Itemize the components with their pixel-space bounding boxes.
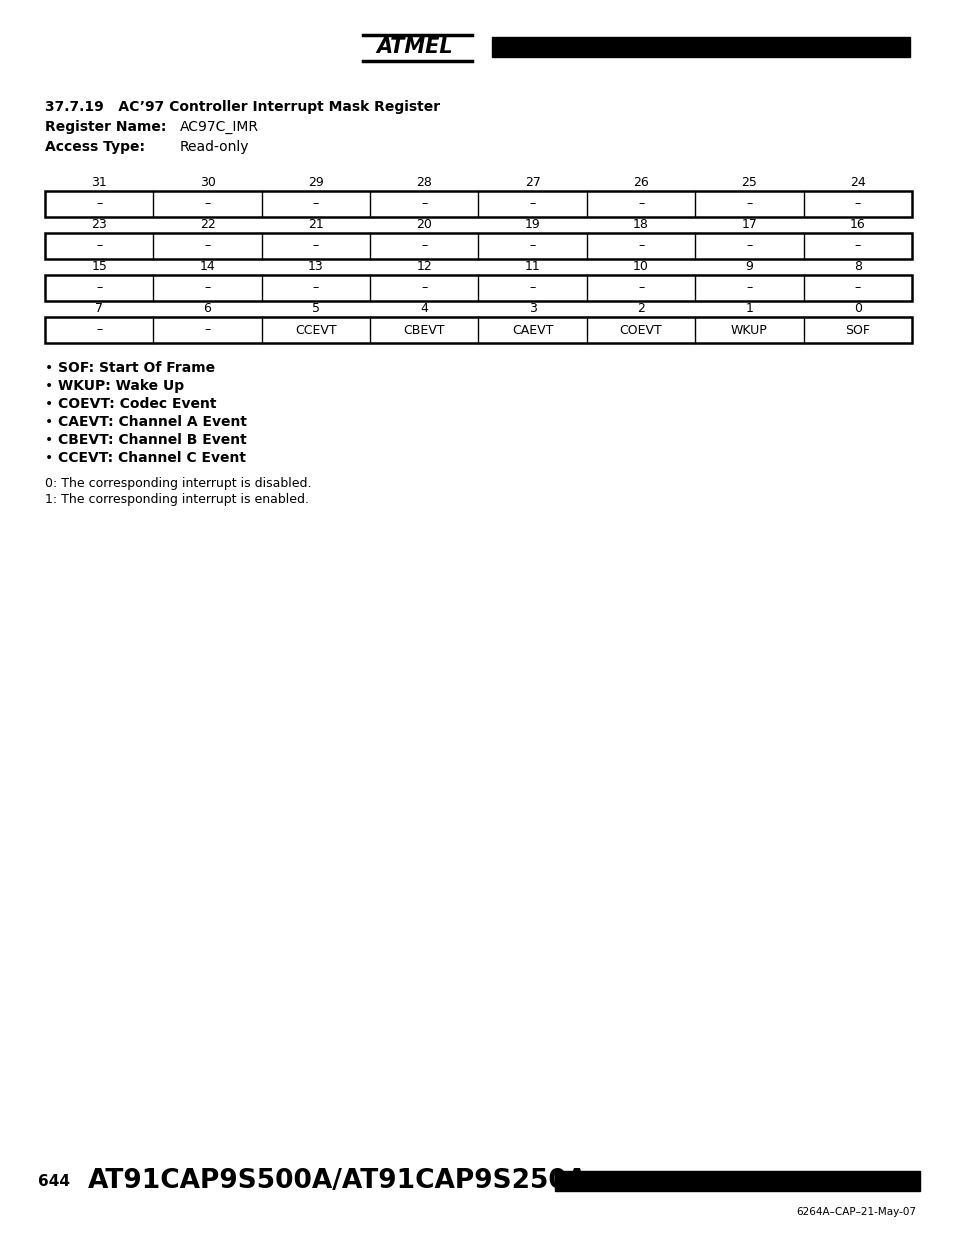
Text: ATMEL: ATMEL: [376, 37, 453, 57]
Text: –: –: [529, 240, 536, 252]
Text: –: –: [638, 240, 643, 252]
Text: –: –: [96, 324, 102, 336]
Text: AT91CAP9S500A/AT91CAP9S250A: AT91CAP9S500A/AT91CAP9S250A: [88, 1168, 587, 1194]
Text: –: –: [638, 198, 643, 210]
Text: –: –: [529, 198, 536, 210]
Text: 15: 15: [91, 261, 107, 273]
Text: 8: 8: [853, 261, 861, 273]
Bar: [555, 1171, 919, 1191]
Text: –: –: [204, 282, 211, 294]
Text: 28: 28: [416, 177, 432, 189]
Text: –: –: [204, 198, 211, 210]
Text: –: –: [420, 282, 427, 294]
Text: 10: 10: [633, 261, 648, 273]
Text: 12: 12: [416, 261, 432, 273]
Text: –: –: [854, 240, 860, 252]
Text: 1: The corresponding interrupt is enabled.: 1: The corresponding interrupt is enable…: [45, 493, 309, 506]
Text: 6: 6: [203, 303, 212, 315]
Text: •: •: [45, 451, 53, 466]
Text: 11: 11: [524, 261, 540, 273]
Text: 3: 3: [528, 303, 536, 315]
Text: 25: 25: [740, 177, 757, 189]
Text: CAEVT: CAEVT: [512, 324, 553, 336]
Text: Read-only: Read-only: [180, 140, 250, 154]
Text: 27: 27: [524, 177, 540, 189]
Text: SOF: SOF: [844, 324, 869, 336]
Text: 0: 0: [853, 303, 861, 315]
Text: 26: 26: [633, 177, 648, 189]
Bar: [45, 233, 911, 259]
Text: –: –: [96, 282, 102, 294]
Text: 14: 14: [199, 261, 215, 273]
Text: 5: 5: [312, 303, 319, 315]
Text: CBEVT: CBEVT: [403, 324, 445, 336]
Text: 644: 644: [38, 1173, 70, 1188]
Text: –: –: [313, 240, 318, 252]
Text: 17: 17: [740, 219, 757, 231]
Text: CAEVT: Channel A Event: CAEVT: Channel A Event: [58, 415, 247, 429]
Bar: [45, 275, 911, 301]
Text: 4: 4: [420, 303, 428, 315]
Text: SOF: Start Of Frame: SOF: Start Of Frame: [58, 361, 214, 375]
Text: –: –: [854, 282, 860, 294]
Text: –: –: [638, 282, 643, 294]
Text: –: –: [854, 198, 860, 210]
Text: 22: 22: [199, 219, 215, 231]
Text: 18: 18: [633, 219, 648, 231]
Text: •: •: [45, 433, 53, 447]
Text: –: –: [529, 282, 536, 294]
Text: –: –: [96, 198, 102, 210]
Text: –: –: [420, 198, 427, 210]
Bar: [45, 191, 911, 217]
Text: •: •: [45, 396, 53, 411]
Text: –: –: [745, 198, 752, 210]
Text: 6264A–CAP–21-May-07: 6264A–CAP–21-May-07: [795, 1207, 915, 1216]
Text: –: –: [204, 324, 211, 336]
Text: –: –: [745, 282, 752, 294]
Text: 2: 2: [637, 303, 644, 315]
Text: 16: 16: [849, 219, 864, 231]
Text: 20: 20: [416, 219, 432, 231]
Text: CBEVT: Channel B Event: CBEVT: Channel B Event: [58, 433, 247, 447]
Text: –: –: [313, 282, 318, 294]
Text: 9: 9: [744, 261, 753, 273]
Text: 29: 29: [308, 177, 323, 189]
Text: 13: 13: [308, 261, 323, 273]
Text: •: •: [45, 379, 53, 393]
Text: 37.7.19   AC’97 Controller Interrupt Mask Register: 37.7.19 AC’97 Controller Interrupt Mask …: [45, 100, 439, 114]
Text: –: –: [204, 240, 211, 252]
Text: Access Type:: Access Type:: [45, 140, 145, 154]
Text: •: •: [45, 361, 53, 375]
Text: 0: The corresponding interrupt is disabled.: 0: The corresponding interrupt is disabl…: [45, 477, 312, 490]
Text: AC97C_IMR: AC97C_IMR: [180, 120, 258, 135]
Bar: [45, 317, 911, 343]
Text: Register Name:: Register Name:: [45, 120, 166, 135]
Text: 7: 7: [95, 303, 103, 315]
Text: CCEVT: Channel C Event: CCEVT: Channel C Event: [58, 451, 246, 466]
Text: 21: 21: [308, 219, 323, 231]
Text: 24: 24: [849, 177, 864, 189]
Text: CCEVT: CCEVT: [294, 324, 336, 336]
Text: –: –: [745, 240, 752, 252]
Text: –: –: [420, 240, 427, 252]
Text: 31: 31: [91, 177, 107, 189]
Text: WKUP: Wake Up: WKUP: Wake Up: [58, 379, 184, 393]
Text: 19: 19: [524, 219, 540, 231]
Text: COEVT: COEVT: [619, 324, 661, 336]
Text: WKUP: WKUP: [730, 324, 767, 336]
Text: –: –: [96, 240, 102, 252]
Text: 23: 23: [91, 219, 107, 231]
Text: COEVT: Codec Event: COEVT: Codec Event: [58, 396, 216, 411]
Text: 1: 1: [744, 303, 753, 315]
Bar: [492, 37, 909, 57]
Text: •: •: [45, 415, 53, 429]
Text: –: –: [313, 198, 318, 210]
Text: 30: 30: [199, 177, 215, 189]
